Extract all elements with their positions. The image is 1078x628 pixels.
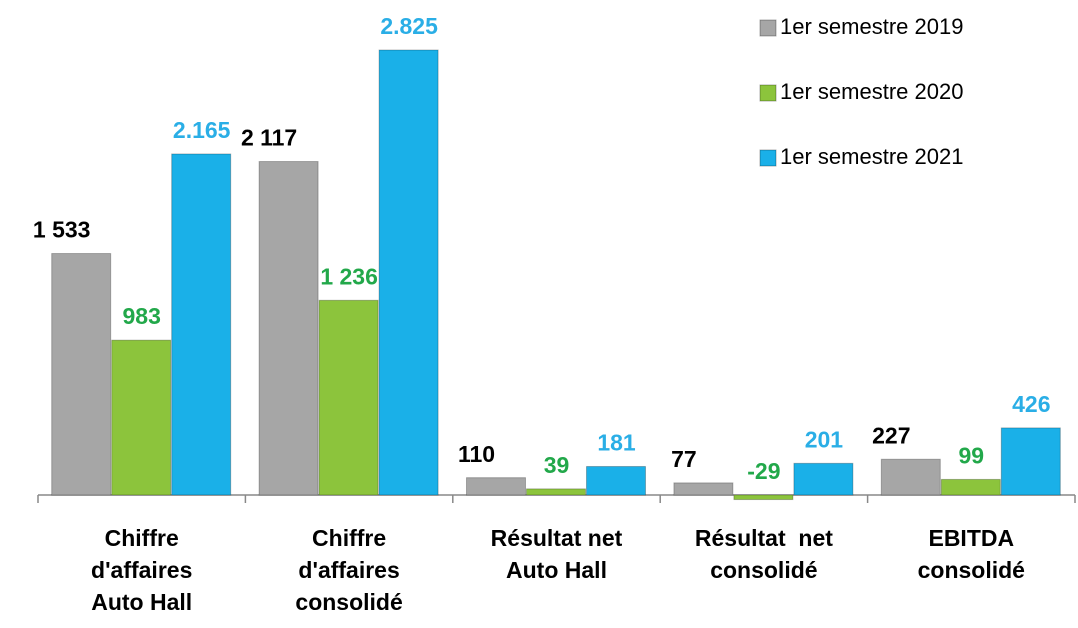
bar	[1000, 427, 1061, 496]
value-label: 99	[959, 442, 985, 468]
legend-marker	[759, 84, 777, 102]
value-label: 227	[872, 422, 910, 448]
bar	[673, 482, 734, 496]
x-tick-label: Chiffre d'affaires consolidé	[295, 525, 403, 615]
bar	[586, 465, 646, 496]
value-label: 983	[123, 303, 161, 329]
value-label: -29	[747, 458, 780, 484]
value-label: 1 236	[320, 263, 378, 289]
bar	[793, 462, 854, 496]
value-label: 181	[597, 430, 636, 456]
bar	[940, 478, 1001, 496]
legend-marker	[759, 149, 777, 167]
value-label: 39	[544, 452, 570, 478]
value-label: 426	[1012, 391, 1050, 417]
legend-label: 1er semestre 2019	[780, 14, 963, 39]
x-tick-label: Chiffre d'affaires Auto Hall	[91, 525, 193, 615]
bar	[466, 477, 526, 496]
legend-label: 1er semestre 2020	[780, 79, 963, 104]
bar	[526, 488, 586, 496]
bar	[171, 153, 232, 496]
bar	[51, 253, 112, 496]
value-label: 201	[805, 426, 844, 452]
x-tick-label: EBITDA consolidé	[917, 525, 1025, 583]
value-label: 110	[458, 441, 495, 467]
legend-marker	[759, 19, 777, 37]
x-tick-label: Résultat net consolidé	[694, 525, 833, 583]
bar	[880, 458, 941, 496]
bar	[258, 161, 319, 496]
value-label: 2.825	[380, 13, 438, 39]
bar	[111, 339, 172, 496]
bar	[378, 49, 439, 496]
x-tick-label: Résultat net Auto Hall	[490, 525, 623, 583]
value-label: 77	[671, 446, 697, 472]
bar	[733, 494, 794, 501]
value-label: 1 533	[33, 217, 91, 243]
legend-label: 1er semestre 2021	[780, 144, 963, 169]
bar	[318, 299, 379, 496]
value-label: 2 117	[241, 125, 297, 151]
value-label: 2.165	[173, 117, 231, 143]
